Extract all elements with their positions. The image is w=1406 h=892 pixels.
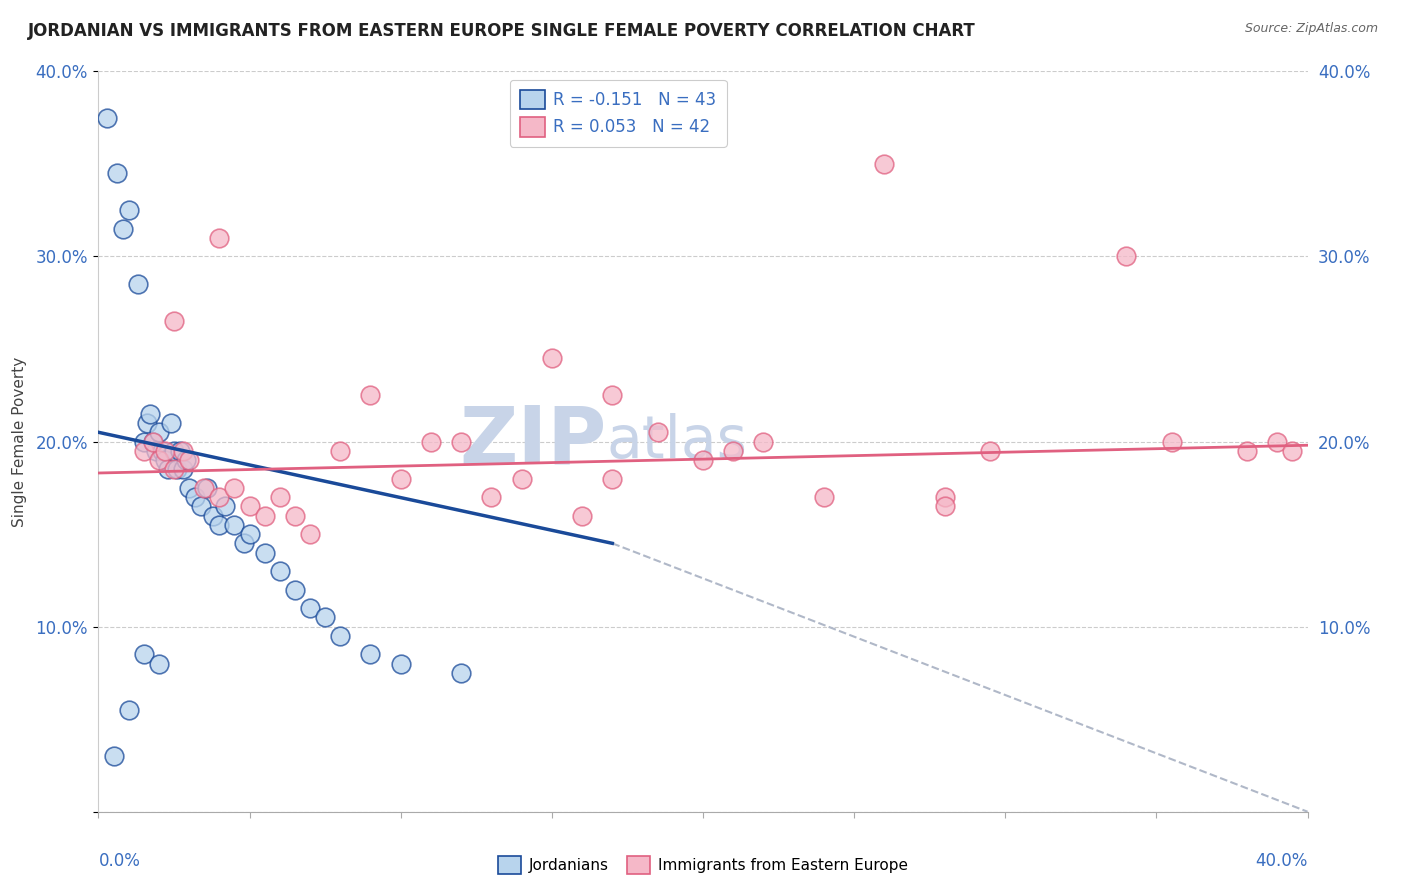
Point (692, 453, 714, 467)
Point (148, 657, 170, 671)
Point (934, 490, 956, 504)
Point (481, 490, 503, 504)
Point (314, 610, 336, 624)
Point (214, 500, 236, 514)
Point (184, 490, 207, 504)
Point (723, 443, 745, 458)
Point (329, 443, 352, 458)
Point (190, 500, 212, 514)
Point (284, 582, 307, 597)
Point (1281, 443, 1303, 458)
Point (873, 157, 896, 171)
Point (329, 629, 352, 643)
Point (571, 508, 593, 523)
Point (752, 434, 775, 449)
Point (1160, 434, 1182, 449)
Point (172, 462, 194, 476)
Point (163, 443, 186, 458)
Point (150, 443, 173, 458)
Point (239, 527, 262, 541)
Legend: R = -0.151   N = 43, R = 0.053   N = 42: R = -0.151 N = 43, R = 0.053 N = 42 (510, 79, 727, 146)
Point (208, 490, 231, 504)
Point (145, 443, 167, 458)
Point (139, 407, 162, 421)
Point (132, 648, 155, 662)
Point (160, 416, 183, 430)
Point (602, 472, 624, 486)
Point (174, 453, 197, 467)
Point (118, 203, 141, 218)
Point (284, 508, 307, 523)
Text: atlas: atlas (606, 413, 747, 470)
Point (934, 500, 956, 514)
Point (1267, 434, 1289, 449)
Point (208, 231, 231, 245)
Point (169, 443, 191, 458)
Point (127, 277, 149, 292)
Point (647, 425, 669, 440)
Point (360, 388, 382, 402)
Point (195, 481, 218, 495)
Point (135, 416, 157, 430)
Point (389, 657, 412, 671)
Point (105, 166, 128, 180)
Point (193, 481, 215, 495)
Point (253, 508, 276, 523)
Point (166, 462, 188, 476)
Point (232, 536, 254, 550)
Point (360, 648, 382, 662)
Point (153, 453, 176, 467)
Point (299, 601, 322, 615)
Text: Source: ZipAtlas.com: Source: ZipAtlas.com (1244, 22, 1378, 36)
Text: 40.0%: 40.0% (1256, 853, 1308, 871)
Point (132, 443, 155, 458)
Point (148, 453, 170, 467)
Point (1236, 443, 1258, 458)
Point (253, 545, 276, 560)
Point (103, 749, 125, 764)
Point (142, 434, 165, 449)
Point (132, 434, 155, 449)
Point (979, 443, 1001, 458)
Y-axis label: Single Female Poverty: Single Female Poverty (13, 357, 27, 526)
Point (813, 490, 835, 504)
Point (450, 665, 472, 680)
Point (224, 481, 246, 495)
Point (163, 462, 186, 476)
Point (239, 500, 262, 514)
Point (299, 527, 322, 541)
Point (163, 314, 186, 328)
Point (96, 111, 118, 125)
Point (389, 472, 412, 486)
Point (269, 490, 291, 504)
Point (224, 517, 246, 532)
Point (540, 351, 562, 366)
Point (156, 462, 179, 476)
Text: 0.0%: 0.0% (98, 853, 141, 871)
Legend: Jordanians, Immigrants from Eastern Europe: Jordanians, Immigrants from Eastern Euro… (492, 850, 914, 880)
Point (202, 508, 225, 523)
Point (142, 434, 165, 449)
Point (1115, 250, 1137, 264)
Point (172, 443, 194, 458)
Text: JORDANIAN VS IMMIGRANTS FROM EASTERN EUROPE SINGLE FEMALE POVERTY CORRELATION CH: JORDANIAN VS IMMIGRANTS FROM EASTERN EUR… (28, 22, 976, 40)
Point (208, 517, 231, 532)
Point (510, 472, 533, 486)
Point (148, 425, 170, 440)
Point (118, 703, 141, 717)
Point (111, 221, 134, 235)
Text: ZIP: ZIP (458, 402, 606, 481)
Point (269, 564, 291, 578)
Point (153, 443, 176, 458)
Point (179, 453, 201, 467)
Point (420, 434, 443, 449)
Point (450, 434, 472, 449)
Point (179, 481, 201, 495)
Point (602, 388, 624, 402)
